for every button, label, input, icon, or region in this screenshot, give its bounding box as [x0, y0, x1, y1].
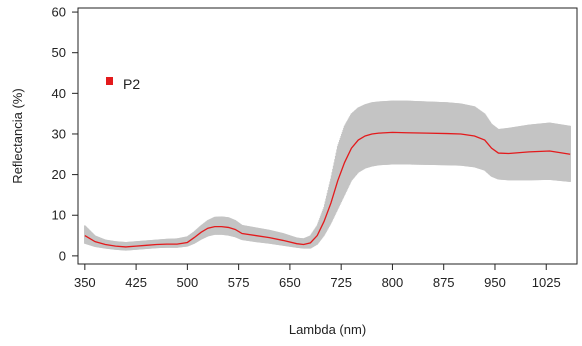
series-line-p2: [84, 131, 571, 248]
x-tick-label: 350: [74, 275, 96, 290]
legend-swatch-p2: [106, 77, 113, 85]
x-tick-label: 875: [433, 275, 455, 290]
y-tick-label: 20: [52, 167, 66, 182]
plot-frame: [77, 7, 578, 265]
y-axis: 0 10 20 30 40 50 60: [52, 5, 78, 263]
y-tick-label: 40: [52, 86, 66, 101]
y-tick-label: 10: [52, 208, 66, 223]
x-axis: 350 425 500 575 650 725 800 875 950 1025: [74, 264, 561, 290]
y-tick-label: 30: [52, 126, 66, 141]
x-tick-label: 950: [484, 275, 506, 290]
x-tick-label: 500: [177, 275, 199, 290]
legend: P2: [106, 76, 140, 92]
error-band-group: [84, 100, 571, 251]
x-tick-label: 1025: [532, 275, 561, 290]
y-tick-label: 60: [52, 5, 66, 20]
y-axis-label: Reflectancia (%): [10, 88, 25, 183]
y-tick-label: 50: [52, 45, 66, 60]
x-tick-label: 425: [125, 275, 147, 290]
x-tick-label: 725: [330, 275, 352, 290]
mean-line-group: [84, 131, 571, 248]
legend-label-p2: P2: [123, 76, 140, 92]
x-tick-label: 800: [382, 275, 404, 290]
x-axis-label: Lambda (nm): [289, 322, 366, 337]
x-tick-label: 650: [279, 275, 301, 290]
y-tick-label: 0: [59, 248, 66, 263]
x-tick-label: 575: [228, 275, 250, 290]
